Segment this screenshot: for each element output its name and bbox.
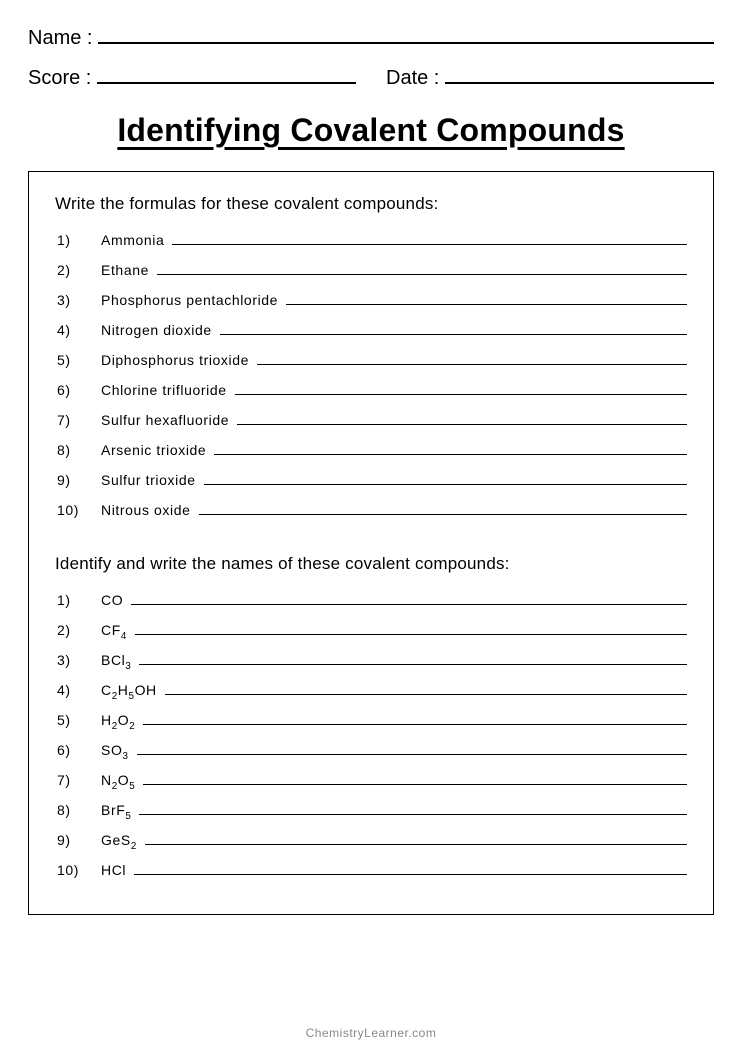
section1-item: 9)Sulfur trioxide <box>55 472 687 488</box>
score-group: Score : <box>28 64 356 90</box>
section2-item: 8)BrF5 <box>55 802 687 818</box>
item-label: Sulfur trioxide <box>101 472 204 488</box>
answer-line[interactable] <box>145 832 687 845</box>
worksheet-box: Write the formulas for these covalent co… <box>28 171 714 915</box>
name-label: Name : <box>28 27 98 50</box>
item-label: C2H5OH <box>101 682 165 698</box>
section2-item: 1)CO <box>55 592 687 608</box>
answer-line[interactable] <box>139 802 687 815</box>
section2-item: 4)C2H5OH <box>55 682 687 698</box>
item-number: 2) <box>55 262 101 278</box>
score-label: Score : <box>28 67 97 90</box>
item-label: Phosphorus pentachloride <box>101 292 286 308</box>
item-number: 6) <box>55 742 101 758</box>
answer-line[interactable] <box>199 502 687 515</box>
item-number: 8) <box>55 442 101 458</box>
section1-list: 1)Ammonia2)Ethane3)Phosphorus pentachlor… <box>55 232 687 518</box>
section1-item: 1)Ammonia <box>55 232 687 248</box>
date-input-line[interactable] <box>445 64 714 84</box>
item-number: 3) <box>55 652 101 668</box>
item-label: Nitrogen dioxide <box>101 322 220 338</box>
answer-line[interactable] <box>135 622 687 635</box>
name-input-line[interactable] <box>98 24 714 44</box>
answer-line[interactable] <box>157 262 687 275</box>
section2-item: 10)HCl <box>55 862 687 878</box>
section2-item: 5)H2O2 <box>55 712 687 728</box>
item-label: GeS2 <box>101 832 145 848</box>
section1-item: 4)Nitrogen dioxide <box>55 322 687 338</box>
date-group: Date : <box>386 64 714 90</box>
item-number: 4) <box>55 322 101 338</box>
section1-item: 7)Sulfur hexafluoride <box>55 412 687 428</box>
answer-line[interactable] <box>235 382 687 395</box>
name-row: Name : <box>28 24 714 50</box>
answer-line[interactable] <box>286 292 687 305</box>
item-number: 2) <box>55 622 101 638</box>
answer-line[interactable] <box>237 412 687 425</box>
section1-item: 2)Ethane <box>55 262 687 278</box>
section2-item: 7)N2O5 <box>55 772 687 788</box>
item-number: 10) <box>55 502 101 518</box>
section1-item: 3)Phosphorus pentachloride <box>55 292 687 308</box>
answer-line[interactable] <box>139 652 687 665</box>
answer-line[interactable] <box>131 592 687 605</box>
page-title: Identifying Covalent Compounds <box>28 112 714 149</box>
answer-line[interactable] <box>165 682 687 695</box>
item-label: Diphosphorus trioxide <box>101 352 257 368</box>
section1-item: 6)Chlorine trifluoride <box>55 382 687 398</box>
item-number: 8) <box>55 802 101 818</box>
item-label: HCl <box>101 862 134 878</box>
section2-item: 2)CF4 <box>55 622 687 638</box>
score-date-row: Score : Date : <box>28 64 714 90</box>
item-label: Ethane <box>101 262 157 278</box>
section1-item: 5)Diphosphorus trioxide <box>55 352 687 368</box>
item-number: 9) <box>55 472 101 488</box>
item-number: 1) <box>55 592 101 608</box>
item-label: Nitrous oxide <box>101 502 199 518</box>
answer-line[interactable] <box>220 322 687 335</box>
item-label: N2O5 <box>101 772 143 788</box>
section2-item: 3)BCl3 <box>55 652 687 668</box>
answer-line[interactable] <box>172 232 687 245</box>
date-label: Date : <box>386 67 445 90</box>
section2-item: 6)SO3 <box>55 742 687 758</box>
item-label: Chlorine trifluoride <box>101 382 235 398</box>
section1-item: 10)Nitrous oxide <box>55 502 687 518</box>
item-number: 4) <box>55 682 101 698</box>
answer-line[interactable] <box>143 772 687 785</box>
item-label: Sulfur hexafluoride <box>101 412 237 428</box>
item-label: Arsenic trioxide <box>101 442 214 458</box>
section1-heading: Write the formulas for these covalent co… <box>55 194 687 214</box>
answer-line[interactable] <box>143 712 687 725</box>
section2-list: 1)CO2)CF43)BCl34)C2H5OH5)H2O26)SO37)N2O5… <box>55 592 687 878</box>
item-number: 5) <box>55 352 101 368</box>
item-number: 7) <box>55 772 101 788</box>
item-label: CO <box>101 592 131 608</box>
section1-item: 8)Arsenic trioxide <box>55 442 687 458</box>
answer-line[interactable] <box>204 472 687 485</box>
item-number: 7) <box>55 412 101 428</box>
footer-text: ChemistryLearner.com <box>0 1026 742 1040</box>
answer-line[interactable] <box>214 442 687 455</box>
item-label: CF4 <box>101 622 135 638</box>
item-number: 9) <box>55 832 101 848</box>
item-label: BCl3 <box>101 652 139 668</box>
section2-heading: Identify and write the names of these co… <box>55 554 687 574</box>
item-label: H2O2 <box>101 712 143 728</box>
score-input-line[interactable] <box>97 64 356 84</box>
item-number: 1) <box>55 232 101 248</box>
item-label: SO3 <box>101 742 137 758</box>
item-label: BrF5 <box>101 802 139 818</box>
answer-line[interactable] <box>137 742 688 755</box>
item-number: 5) <box>55 712 101 728</box>
item-number: 6) <box>55 382 101 398</box>
section2-item: 9)GeS2 <box>55 832 687 848</box>
answer-line[interactable] <box>134 862 687 875</box>
item-number: 3) <box>55 292 101 308</box>
item-label: Ammonia <box>101 232 172 248</box>
item-number: 10) <box>55 862 101 878</box>
answer-line[interactable] <box>257 352 687 365</box>
